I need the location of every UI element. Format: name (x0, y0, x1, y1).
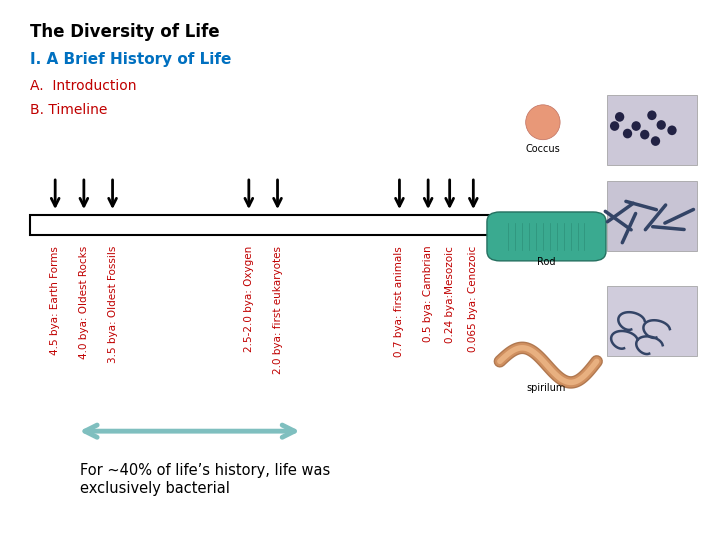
Ellipse shape (647, 111, 657, 120)
Text: 2.0 bya: first eukaryotes: 2.0 bya: first eukaryotes (272, 246, 282, 374)
Text: Coccus: Coccus (526, 144, 560, 154)
Ellipse shape (526, 105, 560, 140)
Text: 4.0 bya: Oldest Rocks: 4.0 bya: Oldest Rocks (79, 246, 89, 359)
Text: 0.7 bya: first animals: 0.7 bya: first animals (395, 246, 405, 356)
Ellipse shape (651, 136, 660, 146)
Text: 0.24 bya:Mesozoic: 0.24 bya:Mesozoic (445, 246, 454, 343)
Bar (608, 96, 697, 165)
Text: B. Timeline: B. Timeline (30, 104, 107, 118)
FancyBboxPatch shape (487, 212, 606, 261)
Text: For ~40% of life’s history, life was
exclusively bacterial: For ~40% of life’s history, life was exc… (81, 463, 330, 496)
Text: 2.5-2.0 bya: Oxygen: 2.5-2.0 bya: Oxygen (244, 246, 254, 352)
Ellipse shape (610, 121, 619, 131)
Text: 0.065 bya: Cenozoic: 0.065 bya: Cenozoic (468, 246, 478, 352)
Ellipse shape (667, 125, 677, 135)
Text: spirilum: spirilum (527, 383, 566, 393)
Ellipse shape (623, 129, 632, 138)
Text: 0.5 bya: Cambrian: 0.5 bya: Cambrian (423, 246, 433, 342)
Ellipse shape (615, 112, 624, 122)
Ellipse shape (657, 120, 666, 130)
Bar (608, 181, 697, 251)
Text: A.  Introduction: A. Introduction (30, 79, 137, 93)
Text: 4.5 bya: Earth Forms: 4.5 bya: Earth Forms (50, 246, 60, 355)
Bar (30, 215, 503, 235)
Ellipse shape (631, 121, 641, 131)
Bar (608, 286, 697, 356)
Text: Rod: Rod (537, 256, 556, 267)
Text: I. A Brief History of Life: I. A Brief History of Life (30, 52, 231, 68)
Text: 3.5 bya: Oldest Fossils: 3.5 bya: Oldest Fossils (107, 246, 117, 363)
Ellipse shape (640, 130, 649, 139)
Text: The Diversity of Life: The Diversity of Life (30, 23, 220, 41)
